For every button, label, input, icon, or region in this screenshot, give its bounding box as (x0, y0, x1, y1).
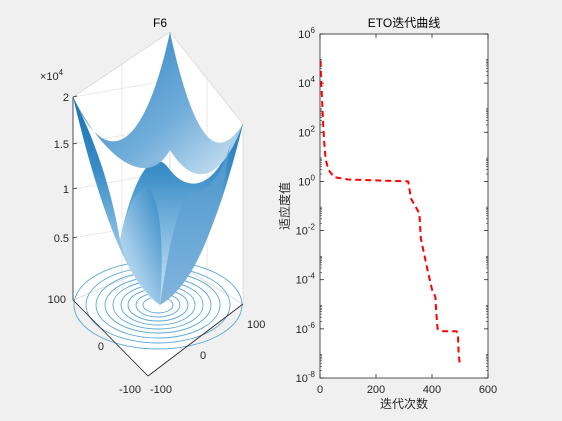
z-exponent-power: 4 (59, 68, 64, 77)
y-tick-base: 10 (298, 176, 310, 188)
x-tick-label: 200 (367, 384, 385, 396)
y-tick-label: 100 (247, 319, 265, 331)
surface-y-axis (147, 303, 244, 377)
z-tick-label: 1 (63, 184, 69, 196)
series-line-eto (320, 60, 461, 367)
surface-plot: F6 (40, 16, 265, 396)
y-axis-label: 适应度值 (277, 182, 292, 230)
surface-body (73, 97, 243, 305)
z-tick-label: 2 (63, 92, 69, 104)
x-tick-label: 600 (479, 384, 497, 396)
plot-area (319, 33, 489, 379)
y-tick-exponent: -4 (308, 272, 316, 281)
y-tick-base: 10 (298, 78, 310, 90)
x-tick-label: 100 (48, 294, 66, 306)
x-tick-label: 0 (98, 341, 104, 353)
y-tick-base: 10 (296, 226, 308, 238)
y-tick-exponent: 4 (311, 75, 316, 84)
y-tick-label: 10-2 (296, 223, 316, 238)
surface-x-ticks: 100 0 -100 (48, 294, 141, 396)
surface-y-ticks: -100 0 100 (150, 319, 265, 396)
y-tick-label: 10-8 (296, 370, 316, 385)
y-tick-exponent: 0 (311, 173, 316, 182)
surface-z-ticks: 0.5 1 1.5 2 (54, 92, 69, 245)
y-tick-base: 10 (298, 127, 310, 139)
y-tick-exponent: -2 (308, 223, 316, 232)
surface-title: F6 (153, 16, 167, 30)
y-tick-label: 104 (298, 75, 315, 90)
y-tick-exponent: 2 (311, 124, 316, 133)
x-tick-label: 400 (423, 384, 441, 396)
y-tick-label: 100 (298, 173, 315, 188)
convergence-title: ETO迭代曲线 (368, 16, 440, 30)
z-exponent-base: ×10 (40, 71, 59, 83)
z-tick-label: 1.5 (54, 139, 69, 151)
surface-x-axis (72, 299, 149, 377)
y-tick-exponent: -6 (308, 321, 316, 330)
y-tick-exponent: -8 (308, 370, 316, 379)
y-tick-label: 106 (298, 26, 315, 41)
y-tick-label: 10-4 (296, 272, 316, 287)
x-tick-label: -100 (119, 384, 141, 396)
z-exponent-label: ×104 (40, 68, 64, 83)
surface-z-tick-marks (72, 95, 78, 239)
y-tick-label: 10-6 (296, 321, 316, 336)
y-tick-base: 10 (298, 29, 310, 41)
y-tick-exponent: 6 (311, 26, 316, 35)
y-tick-base: 10 (296, 275, 308, 287)
y-tick-label: -100 (150, 384, 172, 396)
x-axis-label: 迭代次数 (380, 396, 428, 411)
y-tick-label: 102 (298, 124, 315, 139)
surface-inner-ridge (120, 189, 162, 305)
surface-back-fold (73, 32, 243, 175)
y-tick-base: 10 (296, 324, 308, 336)
y-tick-label: 0 (200, 350, 206, 362)
x-axis-ticks: 0 200 400 600 (317, 34, 497, 396)
z-tick-label: 0.5 (54, 233, 69, 245)
surface-inner-ridge-right (160, 145, 230, 305)
x-tick-label: 0 (317, 384, 323, 396)
y-tick-base: 10 (296, 373, 308, 385)
